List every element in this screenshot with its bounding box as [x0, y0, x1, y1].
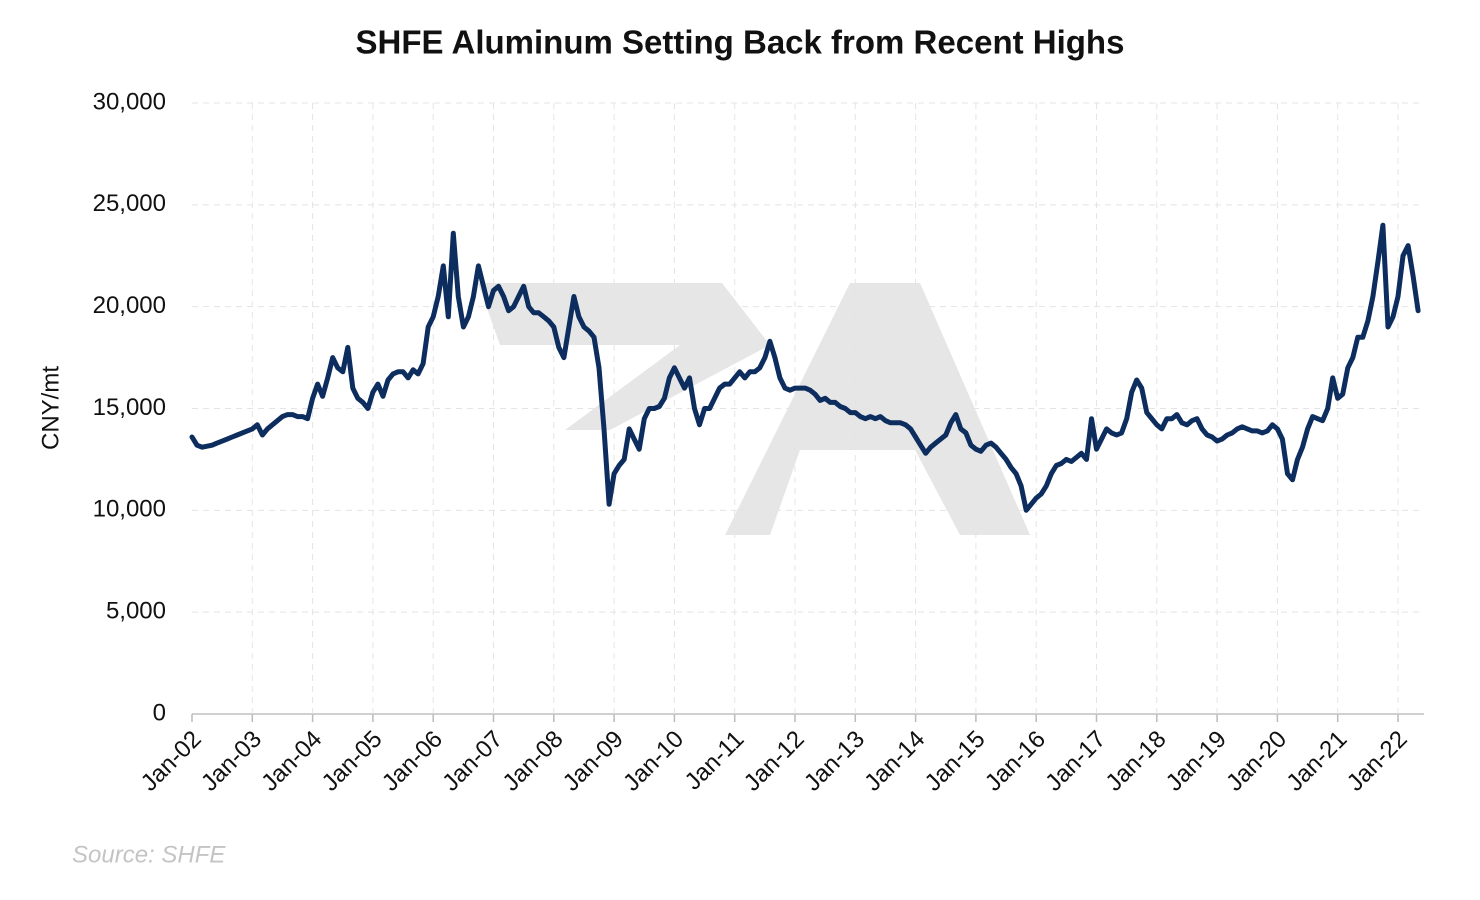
x-tick-label: Jan-15: [920, 726, 991, 797]
y-tick-label: 5,000: [106, 598, 166, 625]
x-tick-label: Jan-09: [558, 726, 629, 797]
x-tick-label: Jan-20: [1221, 726, 1292, 797]
y-tick-label: 10,000: [93, 496, 166, 523]
line: [189, 222, 1421, 513]
y-axis-label: CNY/mt: [37, 366, 64, 450]
y-tick-label: 15,000: [93, 394, 166, 421]
x-tick-label: Jan-22: [1342, 726, 1413, 797]
y-tick-label: 0: [153, 699, 166, 726]
x-tick-label: Jan-10: [618, 726, 689, 797]
y-tick-label: 30,000: [93, 88, 166, 115]
y-tick-label: 25,000: [93, 190, 166, 217]
chart-title: SHFE Aluminum Setting Back from Recent H…: [356, 24, 1125, 61]
x-tick-label: Jan-18: [1101, 726, 1172, 797]
x-tick-label: Jan-02: [136, 726, 207, 797]
y-tick-label: 20,000: [93, 292, 166, 319]
x-tick-label: Jan-21: [1281, 726, 1352, 797]
x-tick-label: Jan-17: [1040, 726, 1111, 797]
x-tick-label: Jan-07: [437, 726, 508, 797]
x-tick-label: Jan-12: [739, 726, 810, 797]
x-tick-label: Jan-05: [317, 726, 388, 797]
x-tick-label: Jan-04: [256, 726, 327, 797]
x-tick-label: Jan-16: [980, 726, 1051, 797]
x-tick-label: Jan-08: [498, 726, 569, 797]
x-tick-label: Jan-13: [799, 726, 870, 797]
x-tick-label: Jan-03: [196, 726, 267, 797]
x-tick-label: Jan-11: [680, 726, 750, 796]
x-tick-label: Jan-14: [859, 726, 930, 797]
x-tick-label: Jan-19: [1161, 726, 1232, 797]
source: Source: SHFE: [72, 841, 226, 868]
x-tick-label: Jan-06: [377, 726, 448, 797]
